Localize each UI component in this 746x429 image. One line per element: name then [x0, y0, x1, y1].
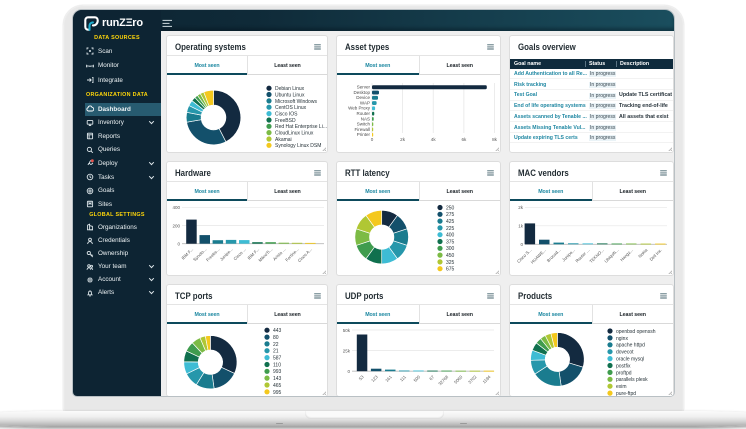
svg-text:Synology Linux DSM: Synology Linux DSM — [275, 143, 321, 149]
svg-text:0: 0 — [347, 369, 350, 374]
svg-text:587: 587 — [273, 356, 282, 362]
svg-text:250: 250 — [446, 205, 455, 211]
svg-text:3702: 3702 — [467, 374, 478, 385]
svg-text:Hangz...: Hangz... — [619, 247, 634, 262]
svg-text:NAS: NAS — [361, 116, 370, 121]
svg-text:exim: exim — [616, 384, 627, 390]
svg-text:Microsoft Windows: Microsoft Windows — [275, 99, 317, 105]
svg-text:275: 275 — [446, 212, 455, 218]
svg-text:443: 443 — [273, 328, 282, 334]
svg-text:25k: 25k — [343, 348, 351, 353]
svg-text:123: 123 — [370, 374, 379, 383]
svg-text:111: 111 — [399, 374, 408, 383]
svg-text:Akamai: Akamai — [275, 137, 292, 143]
svg-text:675: 675 — [446, 267, 455, 273]
svg-text:0: 0 — [520, 242, 523, 247]
svg-text:225: 225 — [446, 226, 455, 232]
svg-text:Server: Server — [357, 85, 371, 90]
svg-text:2k: 2k — [400, 137, 406, 142]
svg-text:2k: 2k — [518, 205, 524, 210]
svg-text:oracle mysql: oracle mysql — [616, 357, 644, 363]
svg-text:143: 143 — [273, 376, 282, 382]
svg-text:Desktop: Desktop — [353, 90, 370, 95]
svg-text:TEKNO...: TEKNO... — [588, 247, 605, 264]
svg-text:Brocad...: Brocad... — [546, 247, 562, 263]
svg-text:Junipe...: Junipe... — [219, 247, 234, 262]
svg-text:Firewall: Firewall — [354, 127, 370, 132]
svg-text:21: 21 — [273, 349, 279, 355]
svg-text:1194: 1194 — [482, 374, 493, 385]
svg-text:Cisco IOS: Cisco IOS — [275, 112, 298, 118]
svg-text:400: 400 — [172, 205, 180, 210]
svg-text:parallels plesk: parallels plesk — [616, 377, 648, 383]
svg-text:Debian Linux: Debian Linux — [275, 86, 305, 92]
svg-text:proftpd: proftpd — [616, 370, 632, 376]
svg-text:openbsd openssh: openbsd openssh — [616, 329, 656, 335]
svg-text:5060: 5060 — [453, 374, 464, 385]
svg-text:postfix: postfix — [616, 363, 631, 369]
svg-text:Red Hat Enterprise Li...: Red Hat Enterprise Li... — [275, 124, 327, 130]
svg-text:375: 375 — [446, 239, 455, 245]
svg-text:HUAWE...: HUAWE... — [530, 247, 547, 264]
svg-text:8k: 8k — [492, 137, 498, 142]
svg-text:nginx: nginx — [616, 336, 628, 342]
svg-text:pure-ftpd: pure-ftpd — [616, 391, 636, 397]
svg-text:dovecot: dovecot — [616, 350, 634, 356]
svg-text:Ubiquiti...: Ubiquiti... — [603, 247, 619, 263]
svg-text:Freebs...: Freebs... — [205, 247, 221, 263]
svg-text:CloudLinux Linux: CloudLinux Linux — [275, 131, 314, 137]
svg-text:6k: 6k — [461, 137, 467, 142]
svg-text:995: 995 — [273, 390, 282, 396]
svg-text:32768: 32768 — [437, 374, 449, 386]
svg-text:Ubuntu Linux: Ubuntu Linux — [275, 92, 305, 98]
svg-text:4k: 4k — [431, 137, 437, 142]
svg-text:Dell Inc.: Dell Inc. — [648, 247, 663, 262]
svg-text:465: 465 — [273, 383, 282, 389]
svg-text:MikroTi...: MikroTi... — [257, 247, 273, 263]
svg-text:Cisco ...: Cisco ... — [232, 247, 247, 262]
svg-text:110: 110 — [273, 362, 281, 368]
svg-text:Router: Router — [356, 111, 370, 116]
svg-text:80: 80 — [273, 335, 279, 341]
svg-text:325: 325 — [446, 260, 455, 266]
svg-text:Nokia: Nokia — [637, 247, 649, 259]
svg-text:500: 500 — [413, 374, 422, 383]
svg-text:FreeBSD: FreeBSD — [275, 118, 296, 124]
svg-text:Switch: Switch — [357, 122, 371, 127]
svg-text:425: 425 — [446, 219, 455, 225]
svg-text:50k: 50k — [343, 328, 351, 333]
svg-text:53: 53 — [358, 374, 365, 381]
svg-text:Device: Device — [356, 95, 370, 100]
svg-text:Cisco A...: Cisco A... — [297, 247, 313, 263]
svg-text:200: 200 — [172, 223, 180, 228]
svg-text:993: 993 — [273, 369, 282, 375]
svg-text:1k: 1k — [518, 224, 524, 229]
svg-text:CentOS Linux: CentOS Linux — [275, 105, 307, 111]
svg-text:22: 22 — [273, 342, 279, 348]
svg-text:450: 450 — [446, 253, 455, 259]
svg-text:apache httpd: apache httpd — [616, 343, 645, 349]
svg-text:0: 0 — [371, 137, 374, 142]
svg-text:Web Proxy: Web Proxy — [348, 106, 371, 111]
svg-text:WAP: WAP — [360, 100, 370, 105]
svg-text:Printer: Printer — [357, 132, 371, 137]
svg-text:161: 161 — [384, 374, 393, 383]
svg-text:400: 400 — [446, 233, 455, 239]
svg-text:300: 300 — [446, 246, 455, 252]
svg-text:0: 0 — [177, 242, 180, 247]
svg-text:67: 67 — [428, 374, 435, 381]
